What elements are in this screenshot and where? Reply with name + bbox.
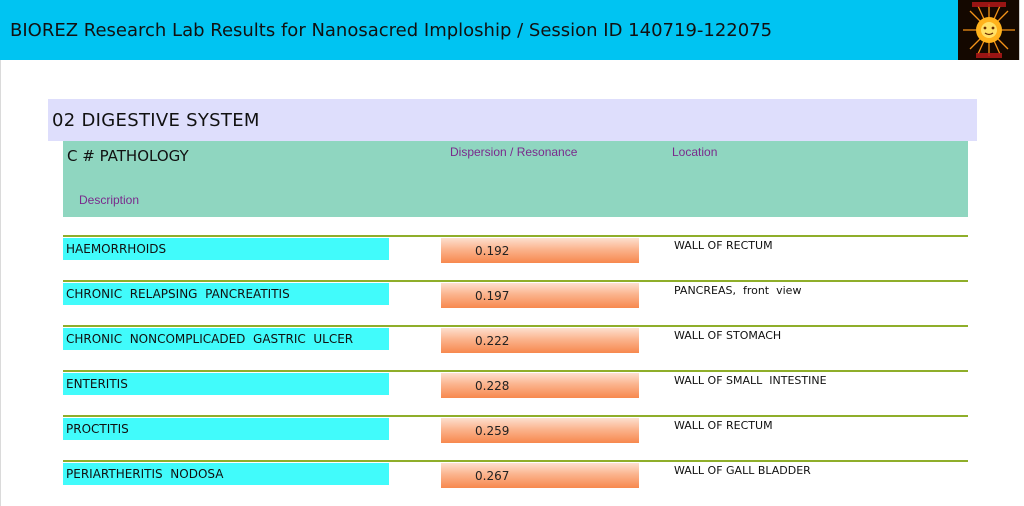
pathology-name: PERIARTHERITIS NODOSA: [63, 463, 389, 485]
left-border: [0, 60, 1, 506]
title-bar: BIOREZ Research Lab Results for Nanosacr…: [0, 0, 958, 60]
pathology-name: CHRONIC RELAPSING PANCREATITIS: [63, 283, 389, 305]
section-title: 02 DIGESTIVE SYSTEM: [52, 110, 260, 131]
dispersion-value: 0.197: [441, 283, 639, 308]
section-header: 02 DIGESTIVE SYSTEM: [48, 99, 977, 141]
page-title: BIOREZ Research Lab Results for Nanosacr…: [10, 20, 773, 41]
table-row: CHRONIC NONCOMPLICADED GASTRIC ULCER 0.2…: [63, 325, 968, 365]
location-text: WALL OF STOMACH: [674, 329, 782, 342]
dispersion-value: 0.259: [441, 418, 639, 443]
location-text: WALL OF SMALL INTESTINE: [674, 374, 827, 387]
table-row: CHRONIC RELAPSING PANCREATITIS 0.197 PAN…: [63, 280, 968, 320]
title-bar-divider: [1019, 0, 1020, 60]
table-row: PERIARTHERITIS NODOSA 0.267 WALL OF GALL…: [63, 460, 968, 500]
pathology-name: ENTERITIS: [63, 373, 389, 395]
row-divider: [63, 325, 968, 327]
row-divider: [63, 415, 968, 417]
location-text: PANCREAS, front view: [674, 284, 802, 297]
column-header-location: Location: [672, 145, 718, 159]
column-header-dispersion: Dispersion / Resonance: [450, 145, 578, 159]
row-divider: [63, 235, 968, 237]
table-row: ENTERITIS 0.228 WALL OF SMALL INTESTINE: [63, 370, 968, 410]
column-header-description: Description: [79, 193, 140, 207]
pathology-name: PROCTITIS: [63, 418, 389, 440]
column-header-pathology: C # PATHOLOGY: [67, 147, 189, 165]
table-row: HAEMORRHOIDS 0.192 WALL OF RECTUM: [63, 235, 968, 275]
dispersion-value: 0.228: [441, 373, 639, 398]
table-row: PROCTITIS 0.259 WALL OF RECTUM: [63, 415, 968, 455]
location-text: WALL OF RECTUM: [674, 419, 773, 432]
row-divider: [63, 460, 968, 462]
dispersion-value: 0.267: [441, 463, 639, 488]
table-header: C # PATHOLOGY Dispersion / Resonance Loc…: [63, 141, 968, 217]
sun-emblem-icon: [958, 0, 1020, 60]
dispersion-value: 0.192: [441, 238, 639, 263]
row-divider: [63, 280, 968, 282]
pathology-name: CHRONIC NONCOMPLICADED GASTRIC ULCER: [63, 328, 389, 350]
row-divider: [63, 370, 968, 372]
location-text: WALL OF GALL BLADDER: [674, 464, 811, 477]
dispersion-value: 0.222: [441, 328, 639, 353]
location-text: WALL OF RECTUM: [674, 239, 773, 252]
pathology-name: HAEMORRHOIDS: [63, 238, 389, 260]
